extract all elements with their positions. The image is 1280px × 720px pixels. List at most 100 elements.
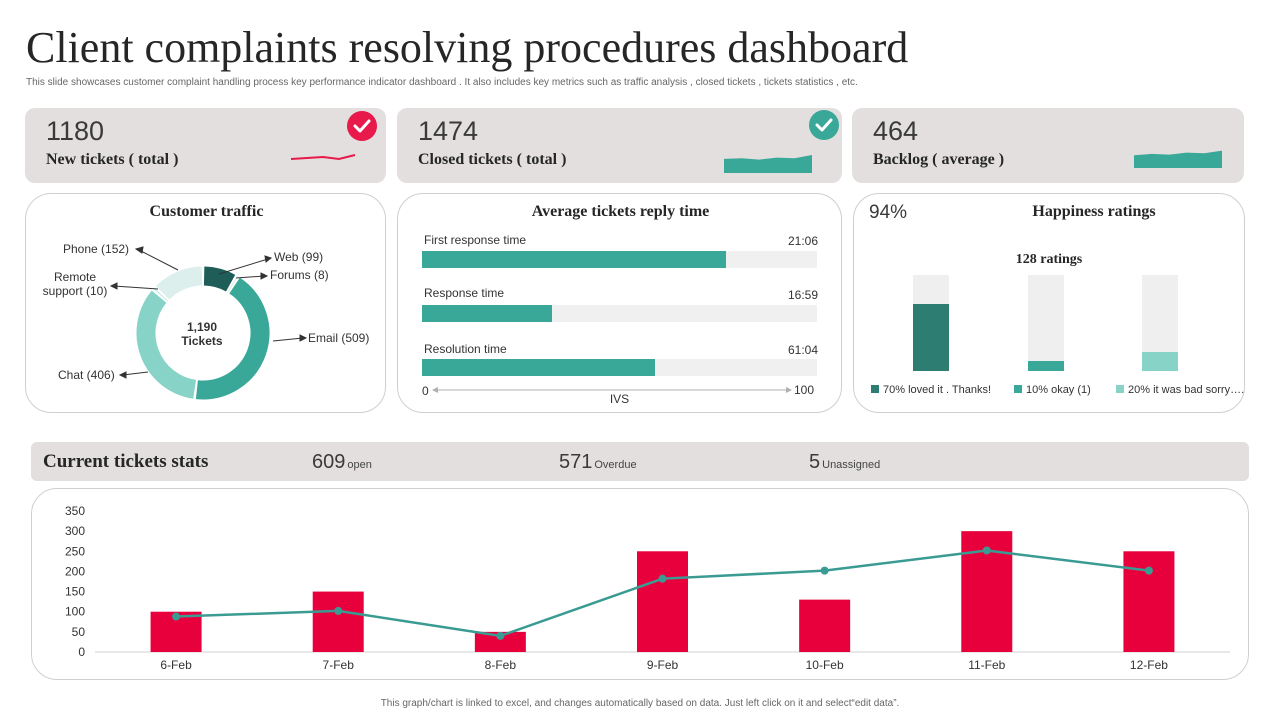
- kpi-backlog: 464 Backlog ( average ): [852, 108, 1244, 183]
- x-tick-label: 11-Feb: [968, 658, 1005, 672]
- kpi-label: New tickets ( total ): [46, 151, 179, 168]
- kpi-label: Closed tickets ( total ): [418, 151, 567, 168]
- line-point: [172, 612, 181, 621]
- line-point: [820, 566, 829, 575]
- tickets-combo-chart: 0 50 100 150 200 250 300 350 6-Feb 7-Feb 8-Feb 9-Fe…: [65, 504, 1230, 672]
- arrow-icon: [134, 246, 144, 254]
- x-tick-label: 7-Feb: [323, 658, 355, 672]
- sparkline-closed-tickets: [724, 154, 812, 173]
- kpi-value: 1180: [46, 116, 105, 146]
- y-tick-label: 200: [65, 564, 85, 578]
- arrow-icon: [299, 334, 308, 342]
- rating-bar-okay: [1028, 275, 1064, 371]
- reply-bar-fill: [422, 359, 656, 376]
- y-tick-label: 150: [65, 585, 85, 599]
- stat-open: 609 open: [312, 451, 372, 474]
- x-tick-label: 8-Feb: [485, 658, 517, 672]
- arrow-icon: [264, 255, 273, 263]
- bar: [1123, 551, 1175, 652]
- rating-bar-bad: [1142, 275, 1178, 371]
- stat-unassigned: 5 Unassigned: [809, 451, 880, 474]
- page-title: Client complaints resolving procedures d…: [26, 23, 909, 72]
- donut-label-chat: Chat (406): [58, 368, 115, 382]
- donut-center-label: Tickets: [181, 334, 223, 348]
- legend-label: 10% okay (1): [1026, 384, 1091, 396]
- line-point: [496, 631, 505, 640]
- y-tick-label: 350: [65, 504, 85, 518]
- line-point: [658, 574, 667, 583]
- reply-value: 16:59: [787, 288, 818, 302]
- bar: [312, 591, 364, 652]
- legend-label: 20% it was bad sorry….: [1128, 384, 1245, 396]
- bar: [637, 551, 688, 652]
- kpi-value: 1474: [418, 116, 479, 146]
- leader-line-chat: [122, 371, 149, 376]
- page-subtitle: This slide showcases customer complaint …: [26, 77, 858, 88]
- bar: [474, 631, 526, 652]
- stat-label: open: [347, 459, 372, 471]
- footer-note: This graph/chart is linked to excel, and…: [380, 698, 900, 709]
- current-tickets-stats: Current tickets stats 609 open 571 Overdue…: [31, 442, 1249, 481]
- customer-traffic-panel: Customer traffic 1,190 Tickets Phone (15…: [25, 193, 386, 413]
- stat-value: 5: [809, 451, 821, 473]
- happiness-percent: 94%: [869, 202, 908, 223]
- ratings-count: 128 ratings: [1015, 252, 1083, 267]
- line-point: [982, 546, 991, 555]
- reply-bar-track: [422, 251, 817, 268]
- stats-title: Current tickets stats: [43, 451, 209, 472]
- donut-label-phone: Phone (152): [63, 242, 130, 256]
- leader-line-phone: [138, 249, 179, 271]
- donut-center-value: 1,190: [186, 320, 218, 334]
- panel-title: Customer traffic: [149, 203, 264, 220]
- kpi-closed-tickets: 1474 Closed tickets ( total ): [397, 108, 842, 183]
- leader-line-email: [272, 337, 304, 342]
- donut-label-web: Web (99): [274, 250, 324, 264]
- double-arrow-axis: [432, 387, 792, 393]
- rating-bar-fill: [1028, 361, 1064, 371]
- y-tick-label: 50: [72, 625, 86, 639]
- check-icon: [809, 110, 839, 140]
- legend-item-okay: 10% okay (1): [1014, 384, 1091, 396]
- happiness-panel: 94% Happiness ratings 128 ratings 70% lo…: [853, 193, 1245, 413]
- reply-bar-fill: [422, 251, 727, 268]
- legend-item-bad: 20% it was bad sorry….: [1116, 384, 1244, 396]
- donut-chart: [109, 246, 308, 400]
- legend-item-loved: 70% loved it . Thanks!: [871, 384, 991, 396]
- stat-label: Unassigned: [822, 459, 881, 471]
- y-tick-label: 300: [65, 524, 85, 538]
- donut-segment: [136, 290, 197, 399]
- y-tick-label: 0: [78, 645, 85, 659]
- reply-bar-fill: [422, 305, 553, 322]
- kpi-label: Backlog ( average ): [873, 151, 1005, 168]
- reply-value: 21:06: [787, 234, 818, 248]
- reply-label: Response time: [424, 286, 505, 300]
- kpi-new-tickets: 1180 New tickets ( total ): [25, 108, 386, 183]
- reply-label: Resolution time: [424, 342, 507, 356]
- x-tick-label: 10-Feb: [806, 658, 844, 672]
- reply-label: First response time: [424, 233, 527, 247]
- x-tick-label: 9-Feb: [647, 658, 679, 672]
- reply-value: 61:04: [787, 343, 818, 357]
- donut-label-remote: Remote support (10): [42, 270, 108, 298]
- arrow-icon: [118, 371, 127, 379]
- rating-bar-fill: [913, 303, 949, 371]
- stat-value: 571: [559, 451, 593, 473]
- kpi-value: 464: [873, 116, 919, 146]
- rating-bar-fill: [1142, 351, 1178, 371]
- reply-bar-track: [422, 305, 817, 322]
- leader-line-forums: [235, 275, 265, 279]
- y-tick-label: 100: [65, 605, 85, 619]
- sparkline-new-tickets: [290, 154, 356, 161]
- reply-time-panel: Average tickets reply time First respons…: [397, 193, 842, 413]
- check-icon: [347, 111, 377, 141]
- rating-bar-loved: [913, 275, 949, 371]
- stat-label: Overdue: [594, 459, 637, 471]
- donut-label-email: Email (509): [308, 331, 370, 345]
- legend-label: 70% loved it . Thanks!: [883, 384, 992, 396]
- donut-segment: [153, 287, 169, 302]
- panel-title: Average tickets reply time: [531, 203, 710, 220]
- donut-segment: [203, 266, 236, 292]
- reply-bar-track: [422, 359, 817, 376]
- bar: [799, 599, 851, 652]
- axis-max-label: 100: [794, 383, 815, 397]
